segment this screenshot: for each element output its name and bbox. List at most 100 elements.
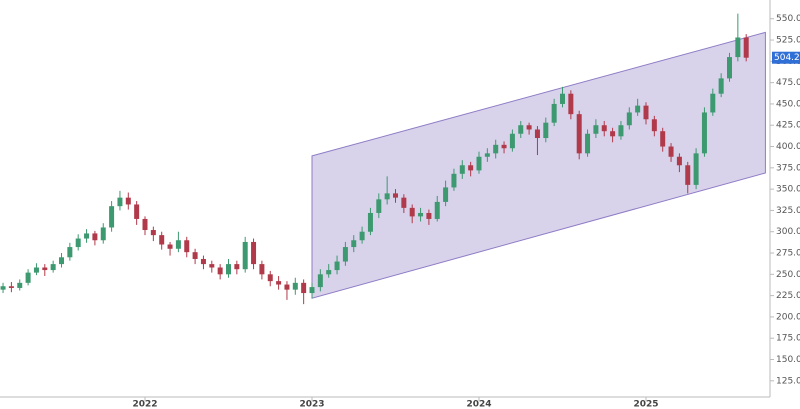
y-tick-label: 225.00	[776, 291, 800, 301]
y-tick-label: 200.00	[776, 312, 800, 322]
candle-body	[576, 114, 582, 154]
candle-body	[309, 287, 315, 294]
candle-body	[426, 212, 432, 219]
candle-body	[100, 227, 106, 241]
y-tick-label: 150.00	[776, 355, 800, 365]
y-tick-label: 425.00	[776, 121, 800, 131]
y-tick-label: 325.00	[776, 206, 800, 216]
x-tick-label: 2024	[466, 400, 491, 409]
candle-body	[75, 238, 81, 248]
candle-body	[67, 247, 73, 258]
candle-body	[685, 165, 691, 185]
candle-body	[626, 112, 632, 126]
candle-body	[342, 247, 348, 262]
y-tick-label: 175.00	[776, 334, 800, 344]
y-tick-label: 300.00	[776, 227, 800, 237]
candle-body	[25, 272, 31, 283]
candle-body	[443, 187, 449, 202]
candle-body	[384, 193, 390, 200]
y-tick-label: 550.00	[776, 14, 800, 24]
candle-body	[534, 129, 540, 139]
candle-body	[468, 165, 474, 171]
candle-body	[660, 131, 666, 147]
candle-body	[192, 252, 198, 259]
candle-body	[476, 156, 482, 171]
y-tick-label: 250.00	[776, 270, 800, 280]
y-tick-label: 475.00	[776, 78, 800, 88]
candle-body	[317, 274, 323, 288]
candle-body	[33, 267, 39, 273]
y-tick-label: 350.00	[776, 185, 800, 195]
candle-body	[276, 281, 282, 285]
candle-body	[727, 57, 732, 79]
candle-body	[743, 37, 749, 58]
candle-body	[167, 244, 173, 249]
candle-body	[493, 144, 499, 154]
candle-body	[367, 212, 373, 232]
candle-body	[409, 207, 415, 217]
candle-body	[134, 204, 140, 219]
candle-body	[284, 284, 290, 290]
candle-body	[334, 261, 340, 271]
last-price-box	[772, 51, 800, 64]
candle-body	[601, 125, 607, 132]
candle-body	[200, 258, 206, 265]
candle-body	[8, 286, 14, 288]
candle-body	[610, 131, 616, 137]
candle-body	[50, 264, 56, 271]
candle-body	[209, 264, 215, 268]
candle-body	[585, 133, 591, 154]
candle-body	[259, 264, 265, 275]
candle-body	[292, 282, 298, 290]
candle-body	[401, 197, 407, 208]
candle-body	[693, 153, 699, 185]
candle-body	[710, 93, 716, 113]
y-tick-label: 375.00	[776, 163, 800, 173]
x-tick-label: 2023	[299, 400, 324, 409]
candle-body	[735, 37, 741, 58]
candle-body	[242, 241, 248, 270]
candle-body	[125, 197, 131, 205]
candle-body	[551, 103, 557, 123]
y-tick-label: 275.00	[776, 249, 800, 259]
candle-body	[0, 286, 6, 290]
y-tick-label: 525.00	[776, 36, 800, 46]
y-tick-label: 400.00	[776, 142, 800, 152]
candle-body	[651, 119, 657, 132]
candle-body	[518, 125, 524, 134]
candle-body	[434, 201, 440, 219]
candle-body	[159, 235, 165, 245]
candle-body	[701, 112, 707, 154]
candle-body	[217, 267, 223, 275]
candle-body	[718, 78, 724, 94]
candle-body	[526, 125, 532, 130]
candle-body	[84, 233, 90, 239]
candle-body	[226, 264, 231, 275]
candle-body	[543, 122, 549, 139]
candle-body	[351, 240, 357, 248]
x-tick-label: 2022	[132, 400, 157, 409]
candle-body	[459, 165, 465, 174]
candle-body	[451, 173, 457, 188]
candle-body	[501, 144, 507, 149]
candle-body	[393, 193, 398, 198]
candle-body	[484, 153, 490, 157]
candle-body	[560, 93, 565, 104]
candle-body	[359, 231, 365, 241]
candle-body	[251, 241, 257, 265]
trend-channel	[311, 31, 766, 299]
candle-body	[92, 233, 98, 241]
candle-body	[635, 105, 641, 113]
candle-body	[568, 93, 574, 115]
candle-body	[418, 212, 424, 217]
candle-body	[150, 230, 156, 236]
candle-body	[668, 146, 674, 157]
candle-body	[676, 156, 682, 166]
candle-body	[643, 105, 649, 120]
candle-body	[59, 257, 64, 265]
candle-body	[142, 218, 148, 231]
candle-body	[376, 199, 382, 213]
candle-body	[184, 240, 190, 253]
x-tick-label: 2025	[633, 400, 658, 409]
y-tick-label: 450.00	[776, 99, 800, 109]
